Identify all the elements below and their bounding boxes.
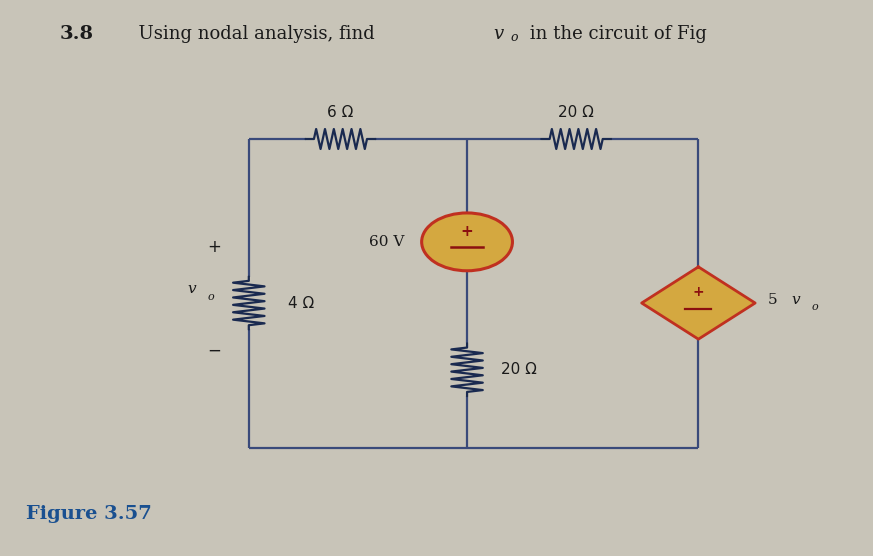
Text: 3.8: 3.8: [59, 25, 93, 43]
Text: 6 Ω: 6 Ω: [327, 105, 354, 120]
Text: +: +: [692, 285, 705, 299]
Text: +: +: [461, 225, 473, 239]
Text: v: v: [493, 25, 504, 43]
Text: Using nodal analysis, find: Using nodal analysis, find: [127, 25, 380, 43]
Text: 5: 5: [768, 293, 778, 307]
Text: 20 Ω: 20 Ω: [501, 363, 538, 377]
Text: o: o: [812, 302, 819, 312]
Circle shape: [422, 213, 512, 271]
Text: v: v: [792, 293, 801, 307]
Text: v: v: [188, 282, 196, 296]
Text: −: −: [207, 341, 221, 359]
Text: o: o: [208, 292, 215, 302]
Polygon shape: [642, 267, 755, 339]
Text: in the circuit of Fig: in the circuit of Fig: [524, 25, 706, 43]
Text: 4 Ω: 4 Ω: [288, 296, 314, 310]
Text: +: +: [207, 239, 221, 256]
Text: Figure 3.57: Figure 3.57: [26, 505, 152, 523]
Text: 20 Ω: 20 Ω: [558, 105, 595, 120]
Text: o: o: [511, 31, 519, 43]
Text: 60 V: 60 V: [368, 235, 404, 249]
